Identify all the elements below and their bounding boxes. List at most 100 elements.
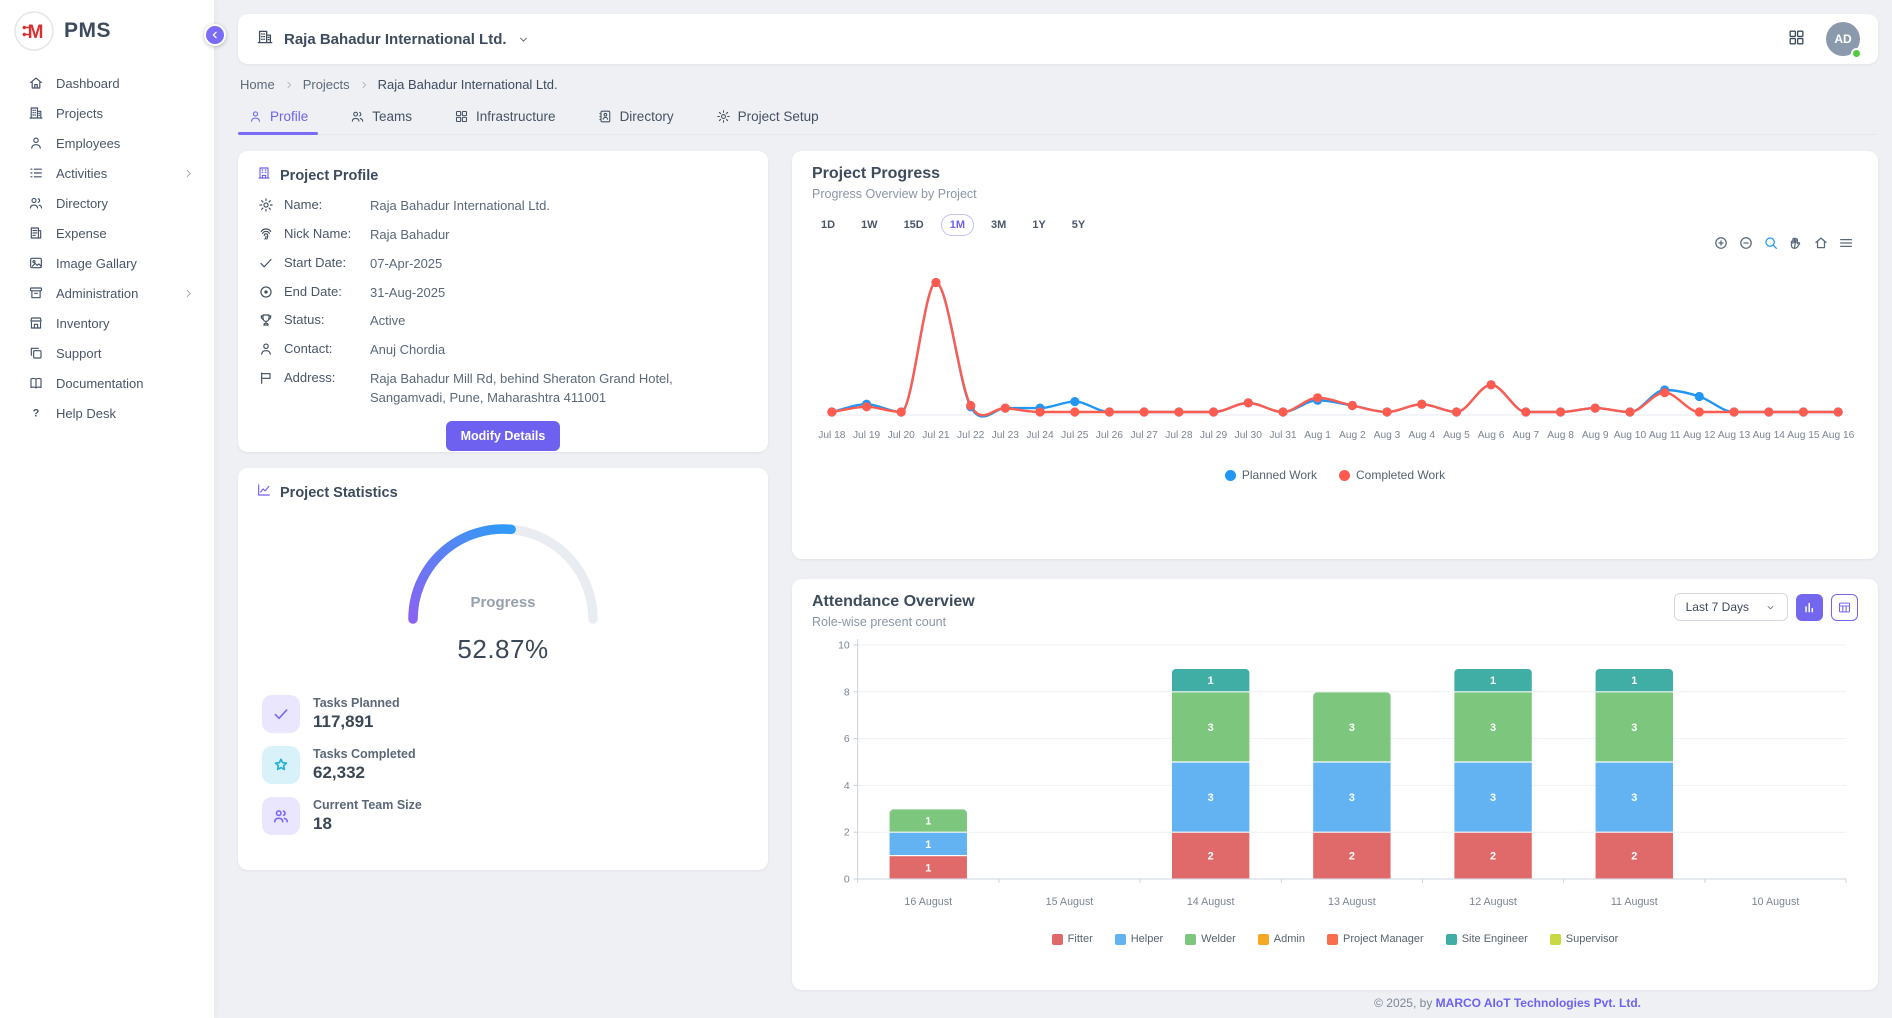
- toolbar-magnifier-button[interactable]: [1763, 235, 1779, 251]
- tab-directory[interactable]: Directory: [596, 103, 676, 134]
- svg-text:3: 3: [1208, 792, 1214, 804]
- sidebar-item-label: Directory: [56, 196, 194, 211]
- profile-card-header: Project Profile: [256, 165, 750, 186]
- toolbar-pan-button[interactable]: [1788, 235, 1804, 251]
- range-button-1m[interactable]: 1M: [941, 214, 974, 236]
- svg-text:3: 3: [1208, 722, 1214, 734]
- sidebar-item-documentation[interactable]: Documentation: [0, 368, 214, 398]
- apps-grid-button[interactable]: [1787, 28, 1806, 50]
- sidebar-item-label: Help Desk: [56, 406, 194, 421]
- list-icon: [28, 165, 44, 181]
- range-button-5y[interactable]: 5Y: [1063, 214, 1094, 236]
- sidebar-item-directory[interactable]: Directory: [0, 188, 214, 218]
- svg-text:3: 3: [1349, 722, 1355, 734]
- date-range-value: Last 7 Days: [1686, 600, 1749, 614]
- profile-field-contact-: Contact:Anuj Chordia: [256, 340, 750, 360]
- svg-text:1: 1: [925, 839, 931, 851]
- company-selector[interactable]: Raja Bahadur International Ltd.: [256, 28, 530, 51]
- chevron-right-icon: [284, 80, 294, 90]
- sidebar-item-label: Dashboard: [56, 76, 194, 91]
- legend-admin[interactable]: Admin: [1258, 933, 1305, 945]
- tab-infrastructure[interactable]: Infrastructure: [452, 103, 558, 134]
- legend-site-engineer[interactable]: Site Engineer: [1446, 933, 1528, 945]
- range-button-1w[interactable]: 1W: [852, 214, 887, 236]
- toolbar-zoom-out-button[interactable]: [1738, 235, 1754, 251]
- online-status-dot: [1851, 48, 1862, 59]
- legend-supervisor[interactable]: Supervisor: [1550, 933, 1619, 945]
- apps-grid-icon: [1787, 28, 1806, 47]
- field-value: Anuj Chordia: [370, 340, 445, 360]
- sidebar-collapse-button[interactable]: [204, 24, 226, 46]
- tab-teams[interactable]: Teams: [348, 103, 414, 134]
- attendance-overview-card: Attendance Overview Role-wise present co…: [792, 579, 1878, 990]
- legend-fitter[interactable]: Fitter: [1052, 933, 1093, 945]
- topbar: Raja Bahadur International Ltd. AD: [238, 14, 1878, 64]
- project-progress-line-chart[interactable]: Jul 18Jul 19Jul 20Jul 21Jul 22Jul 23Jul …: [812, 262, 1858, 464]
- svg-text:2: 2: [1631, 851, 1637, 863]
- legend-welder[interactable]: Welder: [1185, 933, 1236, 945]
- statistics-card-header: Project Statistics: [256, 482, 750, 503]
- person-icon: [258, 341, 274, 357]
- attendance-bar-chart[interactable]: 024681011116 August15 August233114 Augus…: [812, 631, 1858, 933]
- gear-icon: [716, 109, 731, 124]
- company-link[interactable]: MARCO AIoT Technologies Pvt. Ltd.: [1436, 996, 1641, 1010]
- breadcrumb-item-home[interactable]: Home: [240, 77, 275, 92]
- attendance-subtitle: Role-wise present count: [812, 615, 975, 629]
- legend-helper[interactable]: Helper: [1115, 933, 1163, 945]
- sidebar-item-employees[interactable]: Employees: [0, 128, 214, 158]
- tab-profile[interactable]: Profile: [246, 103, 310, 134]
- person-icon: [248, 109, 263, 124]
- legend-planned-work[interactable]: Planned Work: [1225, 468, 1317, 482]
- sidebar-item-administration[interactable]: Administration: [0, 278, 214, 308]
- svg-text:Jul 30: Jul 30: [1235, 430, 1263, 441]
- sidebar-item-activities[interactable]: Activities: [0, 158, 214, 188]
- modify-details-button[interactable]: Modify Details: [446, 421, 561, 451]
- range-button-15d[interactable]: 15D: [895, 214, 933, 236]
- stat-texts: Tasks Completed62,332: [313, 747, 416, 783]
- app-logo[interactable]: M PMS: [0, 0, 214, 60]
- field-value: Raja Bahadur International Ltd.: [370, 196, 550, 216]
- toolbar-zoom-in-button[interactable]: [1713, 235, 1729, 251]
- svg-text:Aug 15: Aug 15: [1787, 430, 1820, 441]
- field-label: Start Date:: [284, 254, 370, 270]
- progress-percent: 52.87%: [256, 634, 750, 665]
- range-button-1y[interactable]: 1Y: [1023, 214, 1054, 236]
- date-range-dropdown[interactable]: Last 7 Days: [1674, 593, 1788, 621]
- toolbar-menu-button[interactable]: [1838, 235, 1854, 251]
- legend-project-manager[interactable]: Project Manager: [1327, 933, 1424, 945]
- gauge-label: Progress: [470, 594, 535, 611]
- attendance-titles: Attendance Overview Role-wise present co…: [812, 593, 975, 629]
- stat-tasks-completed: Tasks Completed62,332: [262, 746, 750, 784]
- toolbar-reset-home-button[interactable]: [1813, 235, 1829, 251]
- project-statistics-card: Project Statistics Progress 52.87% Ta: [238, 468, 768, 870]
- tab-project-setup[interactable]: Project Setup: [714, 103, 821, 134]
- magnifier-icon: [1763, 235, 1779, 251]
- sidebar-item-inventory[interactable]: Inventory: [0, 308, 214, 338]
- sidebar: M PMS Dashboard Projects EmployeesActiviti…: [0, 0, 214, 1018]
- svg-text:Jul 25: Jul 25: [1061, 430, 1089, 441]
- user-avatar[interactable]: AD: [1826, 22, 1860, 56]
- app-root: M PMS Dashboard Projects EmployeesActiviti…: [0, 0, 1892, 1018]
- svg-text:Aug 10: Aug 10: [1614, 430, 1647, 441]
- sidebar-item-label: Projects: [56, 106, 194, 121]
- sidebar-item-expense[interactable]: Expense: [0, 218, 214, 248]
- svg-text:8: 8: [844, 687, 850, 698]
- sidebar-item-projects[interactable]: Projects: [0, 98, 214, 128]
- legend-completed-work[interactable]: Completed Work: [1339, 468, 1445, 482]
- svg-text:Aug 14: Aug 14: [1753, 430, 1786, 441]
- chevron-down-icon: [517, 33, 530, 46]
- svg-text:Aug 5: Aug 5: [1443, 430, 1470, 441]
- range-button-1d[interactable]: 1D: [812, 214, 844, 236]
- sidebar-item-help-desk[interactable]: ?Help Desk: [0, 398, 214, 428]
- view-table-button[interactable]: [1831, 594, 1858, 621]
- left-column: Project Profile Name:Raja Bahadur Intern…: [238, 151, 768, 870]
- sidebar-item-dashboard[interactable]: Dashboard: [0, 68, 214, 98]
- building-badge-icon: [256, 165, 272, 186]
- view-bar-chart-button[interactable]: [1796, 594, 1823, 621]
- statistics-card-title: Project Statistics: [280, 485, 398, 501]
- legend-label: Site Engineer: [1462, 933, 1528, 945]
- sidebar-item-support[interactable]: Support: [0, 338, 214, 368]
- breadcrumb-item-projects[interactable]: Projects: [303, 77, 350, 92]
- range-button-3m[interactable]: 3M: [982, 214, 1015, 236]
- sidebar-item-image-gallary[interactable]: Image Gallary: [0, 248, 214, 278]
